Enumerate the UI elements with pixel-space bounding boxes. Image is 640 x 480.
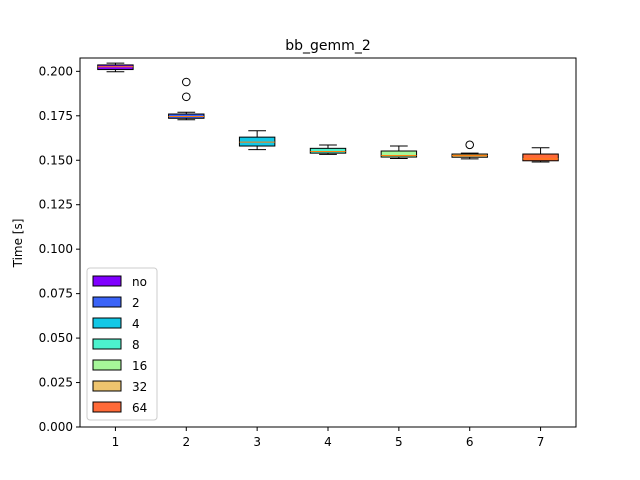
box-group bbox=[451, 140, 488, 160]
y-tick-label: 0.000 bbox=[39, 420, 73, 434]
legend-label: 64 bbox=[132, 401, 147, 415]
box-group bbox=[380, 145, 418, 159]
box-iqr bbox=[97, 64, 134, 71]
outlier-point bbox=[181, 92, 191, 102]
x-tick-label: 3 bbox=[253, 435, 261, 449]
box-iqr bbox=[380, 150, 418, 158]
outlier-point bbox=[181, 77, 191, 87]
legend-swatch bbox=[92, 359, 122, 371]
x-tick-label: 1 bbox=[112, 435, 120, 449]
legend-swatch bbox=[92, 275, 122, 287]
box-plot-series bbox=[97, 62, 559, 163]
y-tick-label: 0.025 bbox=[39, 376, 73, 390]
outlier-point bbox=[465, 140, 475, 150]
box-group bbox=[309, 144, 347, 155]
chart-title: bb_gemm_2 bbox=[285, 38, 370, 54]
box-group bbox=[238, 130, 276, 151]
x-tick-label: 5 bbox=[395, 435, 403, 449]
box-iqr bbox=[522, 153, 559, 162]
x-tick-label: 6 bbox=[466, 435, 474, 449]
box-iqr bbox=[238, 136, 276, 147]
box-group bbox=[97, 62, 134, 73]
y-tick-label: 0.100 bbox=[39, 242, 73, 256]
legend-label: 16 bbox=[132, 359, 147, 373]
legend-label: 4 bbox=[132, 317, 140, 331]
y-tick-label: 0.075 bbox=[39, 287, 73, 301]
legend-swatch bbox=[92, 401, 122, 413]
legend-label: 8 bbox=[132, 338, 140, 352]
box-group bbox=[522, 147, 559, 163]
legend: no 2 4 8 16 32 64 bbox=[86, 267, 158, 421]
x-axis: 1 2 3 4 5 6 7 bbox=[112, 427, 545, 449]
legend-swatch bbox=[92, 380, 122, 392]
box-group bbox=[168, 77, 205, 121]
legend-swatch bbox=[92, 296, 122, 308]
y-tick-label: 0.150 bbox=[39, 153, 73, 167]
legend-label: 2 bbox=[132, 296, 140, 310]
legend-label: 32 bbox=[132, 380, 147, 394]
legend-label: no bbox=[132, 275, 147, 289]
y-axis: 0.000 0.025 0.050 0.075 0.100 0.125 0.150 0.175… bbox=[39, 64, 80, 434]
legend-swatch bbox=[92, 338, 122, 350]
x-tick-label: 4 bbox=[324, 435, 332, 449]
y-axis-label: Time [s] bbox=[11, 219, 25, 269]
x-tick-label: 7 bbox=[537, 435, 545, 449]
plot-frame bbox=[79, 57, 577, 428]
x-tick-label: 2 bbox=[182, 435, 190, 449]
y-tick-label: 0.175 bbox=[39, 109, 73, 123]
legend-swatch bbox=[92, 317, 122, 329]
y-tick-label: 0.050 bbox=[39, 331, 73, 345]
y-tick-label: 0.125 bbox=[39, 198, 73, 212]
y-tick-label: 0.200 bbox=[39, 64, 73, 78]
box-iqr bbox=[309, 147, 347, 154]
